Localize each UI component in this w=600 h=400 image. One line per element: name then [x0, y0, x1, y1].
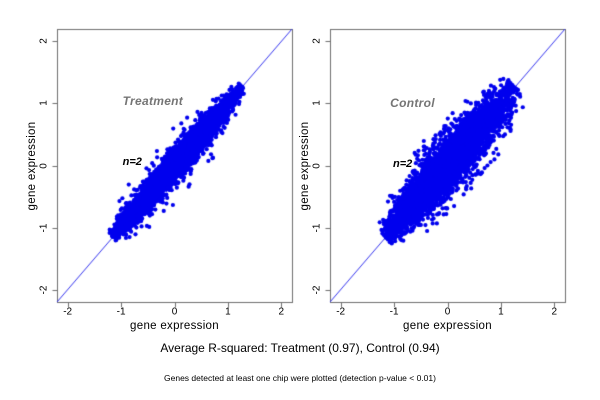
- x-tick-label: 0: [171, 306, 178, 318]
- x-tick-label: -2: [63, 306, 73, 318]
- caption: Average R-squared: Treatment (0.97), Con…: [160, 341, 440, 355]
- y-tick-label: -1: [311, 223, 323, 232]
- x-axis-title-treatment: gene expression: [130, 320, 219, 332]
- annotation-n-treatment: n=2: [122, 155, 142, 168]
- annotation-n-control: n=2: [392, 158, 413, 171]
- panel-label-control: Control: [390, 96, 435, 111]
- y-tick-label: 2: [38, 38, 50, 45]
- y-tick-label: 0: [311, 162, 323, 169]
- y-tick-label: 0: [38, 162, 50, 169]
- x-tick-label: 0: [444, 306, 451, 318]
- y-axis-title-control: gene expression: [299, 121, 311, 210]
- x-tick-label: 1: [498, 306, 504, 318]
- y-tick-label: 1: [38, 100, 50, 107]
- x-tick-label: 1: [225, 306, 231, 318]
- y-tick-label: -2: [311, 285, 323, 295]
- footnote: Genes detected at least one chip were pl…: [164, 373, 436, 383]
- y-tick-label: -1: [38, 223, 50, 232]
- y-tick-label: 2: [311, 38, 323, 45]
- x-axis-title-control: gene expression: [403, 320, 492, 332]
- x-tick-label: 2: [278, 306, 285, 318]
- x-tick-label: -2: [336, 306, 346, 318]
- y-tick-label: 1: [311, 100, 323, 107]
- x-tick-label: -1: [116, 306, 126, 318]
- y-axis-title-treatment: gene expression: [26, 121, 38, 210]
- y-tick-label: -2: [38, 285, 50, 295]
- x-tick-label: 2: [551, 306, 558, 318]
- panel-label-treatment: Treatment: [122, 94, 184, 109]
- x-tick-label: -1: [389, 306, 399, 318]
